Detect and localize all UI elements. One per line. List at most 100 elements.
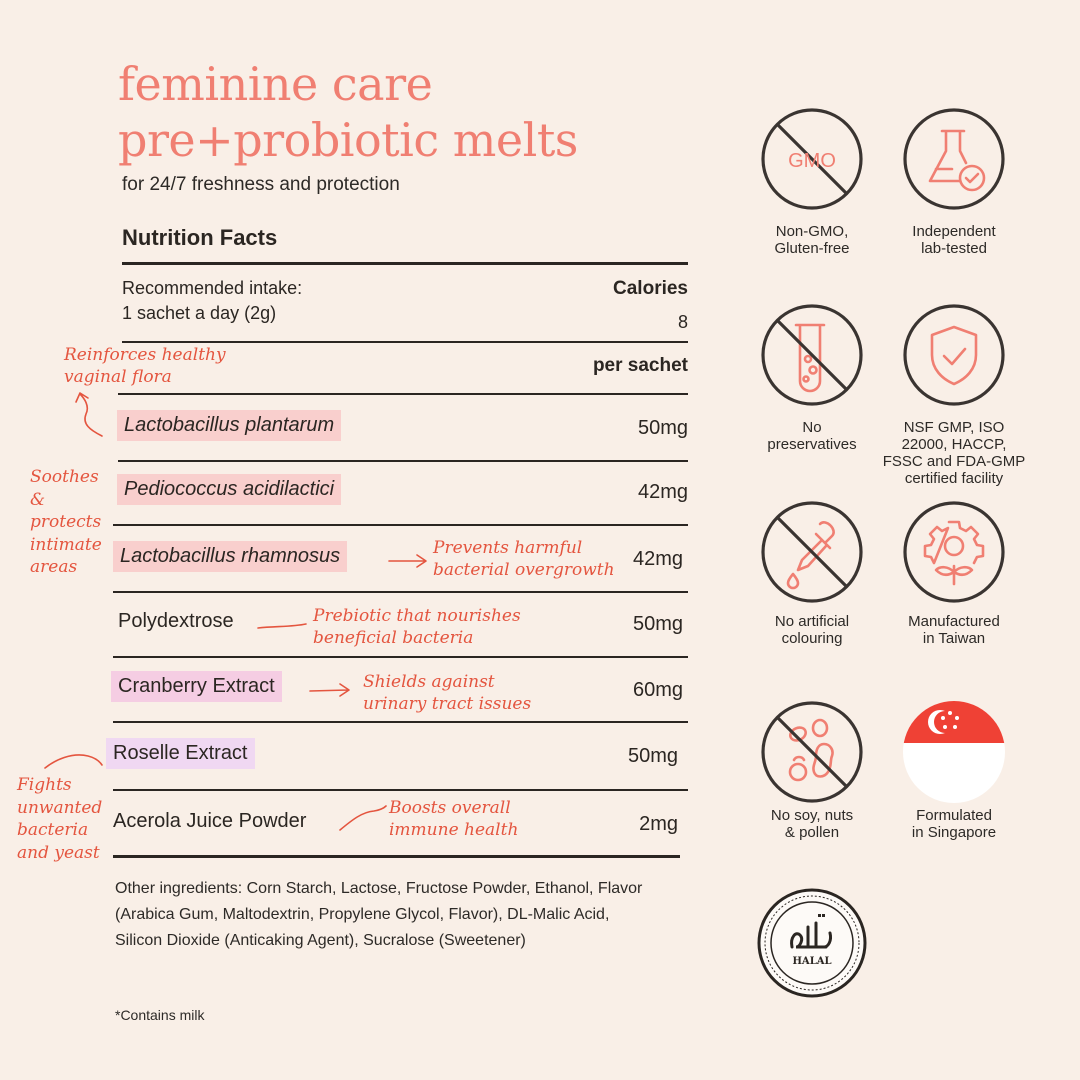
annotation-fights: Fights unwanted bacteria and yeast <box>17 774 102 864</box>
annotation-line: bacterial overgrowth <box>433 560 615 580</box>
annotation-line: protects <box>30 512 102 532</box>
other-ingredients: Other ingredients: Corn Starch, Lactose,… <box>115 880 643 949</box>
annotation-prebiotic: Prebiotic that nourishes beneficial bact… <box>313 605 521 649</box>
recommended-intake: Recommended intake: 1 sachet a day (2g) <box>122 276 302 326</box>
badge-label-certified: NSF GMP, ISO 22000, HACCP, FSSC and FDA-… <box>879 419 1029 487</box>
annotation-line: Boosts overall <box>389 798 511 818</box>
divider <box>122 341 688 343</box>
product-title-line-1: feminine care <box>118 57 433 111</box>
badge-label-line: colouring <box>781 630 843 647</box>
badge-label-line: NSF GMP, ISO <box>903 419 1005 436</box>
annotation-line: Prebiotic that nourishes <box>313 606 521 626</box>
singapore-flag-icon <box>903 701 1005 803</box>
divider <box>113 721 688 723</box>
badge-label-line: in Singapore <box>911 824 997 841</box>
badge-label-no-colouring: No artificial colouring <box>737 613 887 647</box>
ingredient-name: Acerola Juice Powder <box>113 810 307 832</box>
divider <box>113 591 688 593</box>
divider <box>113 789 688 791</box>
arrow-boosts <box>339 805 387 831</box>
ingredient-amount: 2mg <box>639 813 678 835</box>
calories-label: Calories <box>613 278 688 299</box>
ingredient-name: Roselle Extract <box>106 738 255 769</box>
badge-label-no-allergens: No soy, nuts & pollen <box>737 807 887 841</box>
divider <box>118 460 688 462</box>
allergen-note: *Contains milk <box>115 1007 205 1023</box>
annotation-prevents: Prevents harmful bacterial overgrowth <box>433 537 615 581</box>
product-subtitle: for 24/7 freshness and protection <box>122 174 400 195</box>
badge-label-taiwan: Manufactured in Taiwan <box>879 613 1029 647</box>
ingredient-amount: 42mg <box>637 481 688 503</box>
halal-seal-icon: HALAL <box>757 888 867 998</box>
arrow-reinforces <box>75 392 103 437</box>
annotation-line: vaginal flora <box>64 367 172 387</box>
annotation-reinforces: Reinforces healthy vaginal flora <box>64 344 226 388</box>
annotation-line: Shields against <box>363 672 495 692</box>
product-title: feminine care pre+probiotic melts <box>118 56 578 168</box>
no-colouring-dropper-icon <box>761 501 863 603</box>
arrow-prebiotic <box>257 623 307 629</box>
annotation-soothes: Soothes & protects intimate areas <box>30 466 102 579</box>
per-sachet-label: per sachet <box>592 355 688 376</box>
badge-label-line: FSSC and FDA-GMP <box>882 453 1026 470</box>
annotation-line: Reinforces healthy <box>64 345 226 365</box>
badge-label-line: Non-GMO, <box>775 223 849 240</box>
badge-label-line: & pollen <box>784 824 840 841</box>
annotation-line: and yeast <box>17 842 100 863</box>
halal-text: HALAL <box>792 956 831 967</box>
annotation-line: Fights <box>17 775 72 795</box>
badge-label-singapore: Formulated in Singapore <box>879 807 1029 841</box>
annotation-line: unwanted <box>17 797 103 818</box>
ingredient-name: Cranberry Extract <box>111 671 282 702</box>
gmo-text: GMO <box>788 150 836 172</box>
shield-check-icon <box>903 304 1005 406</box>
arrow-shields <box>309 683 350 697</box>
badge-label-line: Formulated <box>916 807 992 824</box>
ingredient-amount: 60mg <box>632 679 683 701</box>
arrow-fights <box>44 754 103 769</box>
calories-value: 8 <box>677 312 688 332</box>
annotation-line: Soothes <box>30 467 99 487</box>
ingredient-name: Lactobacillus plantarum <box>117 410 342 441</box>
badge-label-line: Gluten-free <box>774 240 850 257</box>
gear-plant-icon <box>903 501 1005 603</box>
annotation-boosts: Boosts overall immune health <box>389 797 518 841</box>
badge-label-line: No artificial <box>774 613 850 630</box>
annotation-line: immune health <box>389 820 519 840</box>
badge-label-no-preservatives: No preservatives <box>737 419 887 453</box>
badge-label-line: 22000, HACCP, <box>901 436 1007 453</box>
ingredient-name: Pediococcus acidilactici <box>117 474 342 505</box>
annotation-line: bacteria <box>17 820 89 840</box>
arrow-prevents <box>388 554 427 568</box>
badge-label-non-gmo: Non-GMO, Gluten-free <box>737 223 887 257</box>
badge-label-line: No soy, nuts <box>770 807 854 824</box>
product-title-line-2: pre+probiotic melts <box>118 113 578 167</box>
intake-value: 1 sachet a day (2g) <box>122 303 277 323</box>
no-allergens-icon <box>761 701 863 803</box>
badge-label-line: preservatives <box>767 436 857 453</box>
lab-flask-icon <box>903 108 1005 210</box>
no-preservatives-icon <box>761 304 863 406</box>
annotation-line: Prevents harmful <box>433 538 583 558</box>
ingredient-name: Lactobacillus rhamnosus <box>113 541 348 572</box>
ingredient-name: Polydextrose <box>118 610 234 632</box>
intake-label: Recommended intake: <box>122 278 303 298</box>
annotation-line: intimate <box>30 534 102 555</box>
badge-label-line: certified facility <box>904 470 1004 487</box>
divider <box>113 656 688 658</box>
divider <box>122 262 688 265</box>
annotation-line: beneficial bacteria <box>313 628 474 648</box>
ingredient-amount: 50mg <box>632 613 683 635</box>
divider <box>113 855 680 858</box>
annotation-shields: Shields against urinary tract issues <box>363 671 531 715</box>
ingredient-amount: 50mg <box>637 417 688 439</box>
badge-label-lab-tested: Independent lab-tested <box>879 223 1029 257</box>
badge-label-line: lab-tested <box>921 240 987 257</box>
divider <box>113 524 688 526</box>
divider <box>118 393 688 395</box>
nutrition-facts-heading: Nutrition Facts <box>122 225 278 250</box>
badge-label-line: in Taiwan <box>922 630 986 647</box>
ingredient-amount: 50mg <box>627 745 678 767</box>
annotation-line: urinary tract issues <box>363 694 532 714</box>
